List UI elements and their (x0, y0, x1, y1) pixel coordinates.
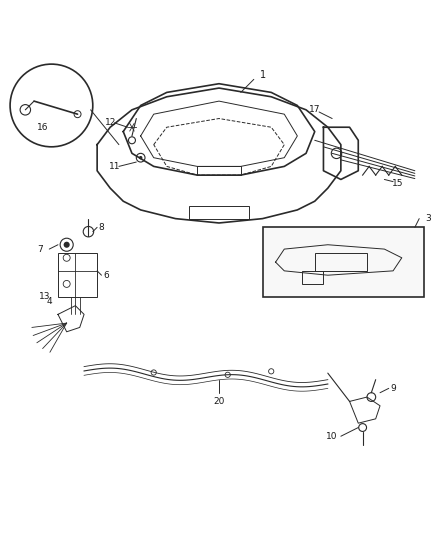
Circle shape (225, 372, 230, 377)
Text: 3: 3 (425, 214, 431, 223)
Text: 11: 11 (109, 162, 120, 171)
Circle shape (136, 154, 145, 162)
Bar (197, 166, 241, 175)
Circle shape (151, 370, 156, 375)
Circle shape (268, 369, 274, 374)
Bar (262, 228, 424, 297)
Circle shape (60, 238, 73, 251)
Text: 16: 16 (37, 123, 49, 132)
Text: 15: 15 (392, 179, 403, 188)
Circle shape (128, 137, 135, 144)
Text: 7: 7 (38, 245, 43, 254)
Circle shape (331, 148, 342, 158)
Text: 4: 4 (46, 297, 52, 306)
Text: 8: 8 (99, 223, 104, 232)
Circle shape (139, 156, 142, 159)
Circle shape (64, 241, 70, 248)
Bar (315, 254, 367, 271)
Text: 20: 20 (213, 397, 225, 406)
Bar (58, 254, 97, 297)
Text: 1: 1 (259, 70, 265, 80)
Text: 9: 9 (390, 384, 396, 393)
Text: 6: 6 (103, 271, 109, 280)
Text: 17: 17 (309, 106, 321, 114)
Circle shape (20, 104, 31, 115)
Bar (188, 206, 250, 219)
Bar (302, 271, 323, 284)
Circle shape (367, 393, 376, 401)
Text: 12: 12 (105, 118, 116, 127)
Circle shape (83, 227, 94, 237)
Circle shape (359, 424, 367, 431)
Text: 10: 10 (326, 432, 338, 441)
Text: 13: 13 (39, 293, 51, 302)
